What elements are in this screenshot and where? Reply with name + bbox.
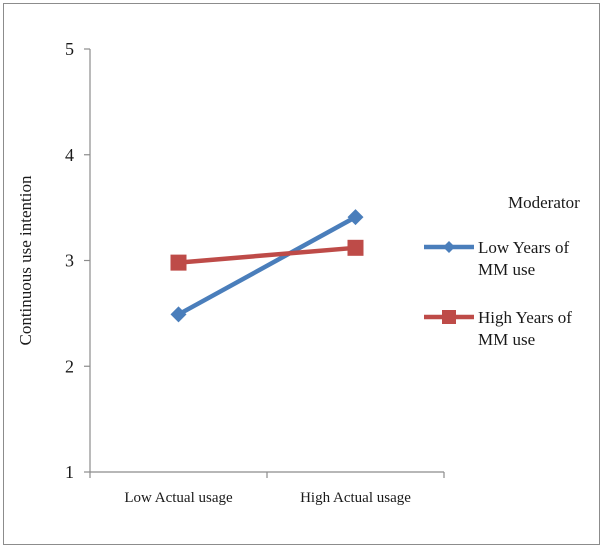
legend: Moderator Low Years of MM use High Years o… bbox=[424, 193, 580, 349]
data-point bbox=[347, 239, 364, 256]
legend-label: High Years of MM use bbox=[478, 308, 572, 349]
y-tick-label: 3 bbox=[65, 251, 74, 271]
x-tick-label: High Actual usage bbox=[300, 490, 411, 506]
series-1 bbox=[170, 209, 364, 323]
y-tick-label: 2 bbox=[65, 356, 74, 376]
data-point bbox=[347, 209, 364, 226]
x-tick-label: Low Actual usage bbox=[124, 490, 233, 506]
x-tick-labels: Low Actual usage High Actual usage bbox=[124, 490, 411, 506]
data-point bbox=[170, 306, 187, 323]
axes bbox=[84, 48, 445, 478]
legend-label: Low Years of MM use bbox=[478, 238, 569, 279]
legend-marker bbox=[443, 241, 455, 253]
y-tick-label: 1 bbox=[65, 462, 74, 482]
legend-title: Moderator bbox=[508, 193, 580, 212]
y-axis-label: Continuous use intention bbox=[16, 175, 35, 346]
y-tick-label: 4 bbox=[65, 145, 74, 165]
legend-entry-1: Low Years of MM use bbox=[424, 238, 569, 279]
y-tick-labels: 1 2 3 4 5 bbox=[65, 39, 74, 482]
series-group bbox=[170, 209, 364, 323]
series-line bbox=[177, 215, 357, 317]
series-line bbox=[178, 245, 356, 265]
series-2 bbox=[170, 239, 364, 271]
data-point bbox=[170, 254, 187, 271]
legend-marker bbox=[442, 310, 456, 324]
legend-entry-2: High Years of MM use bbox=[424, 308, 572, 349]
y-tick-label: 5 bbox=[65, 39, 74, 59]
